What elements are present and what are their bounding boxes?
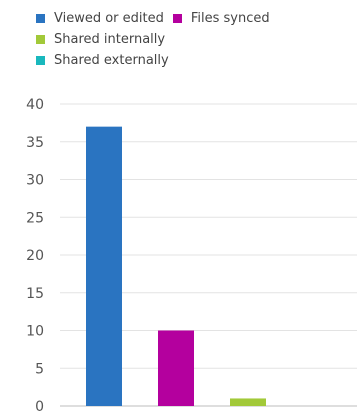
y-tick-label: 20 xyxy=(26,248,44,264)
bar-shared-internally[interactable] xyxy=(230,398,266,406)
chart-legend: Viewed or edited Files synced Shared int… xyxy=(36,8,356,71)
legend-swatch-files-synced xyxy=(172,14,182,23)
legend-item-shared-internally[interactable]: Shared internally xyxy=(36,32,165,47)
legend-item-shared-externally[interactable]: Shared externally xyxy=(36,53,169,68)
legend-row: Shared internally xyxy=(36,29,356,50)
legend-label-viewed-or-edited: Viewed or edited xyxy=(54,11,164,26)
legend-row: Viewed or edited Files synced xyxy=(36,8,356,29)
y-tick-label: 35 xyxy=(26,135,44,151)
y-tick-label: 5 xyxy=(35,361,44,377)
y-tick-label: 0 xyxy=(35,399,44,411)
legend-label-files-synced: Files synced xyxy=(190,11,270,26)
bar-files-synced[interactable] xyxy=(158,330,194,407)
legend-row: Shared externally xyxy=(36,50,356,71)
y-tick-label: 15 xyxy=(26,286,44,302)
legend-swatch-viewed-or-edited xyxy=(36,14,45,23)
y-tick-label: 10 xyxy=(26,324,44,340)
y-tick-label: 30 xyxy=(26,173,44,189)
legend-item-files-synced[interactable]: Files synced xyxy=(172,11,270,26)
bar-viewed-or-edited[interactable] xyxy=(86,126,122,407)
legend-item-viewed-or-edited[interactable]: Viewed or edited xyxy=(36,11,164,26)
y-tick-label: 40 xyxy=(26,97,44,113)
legend-swatch-shared-externally xyxy=(36,56,45,65)
legend-label-shared-internally: Shared internally xyxy=(54,32,166,47)
legend-label-shared-externally: Shared externally xyxy=(54,53,169,68)
legend-swatch-shared-internally xyxy=(36,35,45,44)
y-tick-label: 25 xyxy=(26,210,44,226)
